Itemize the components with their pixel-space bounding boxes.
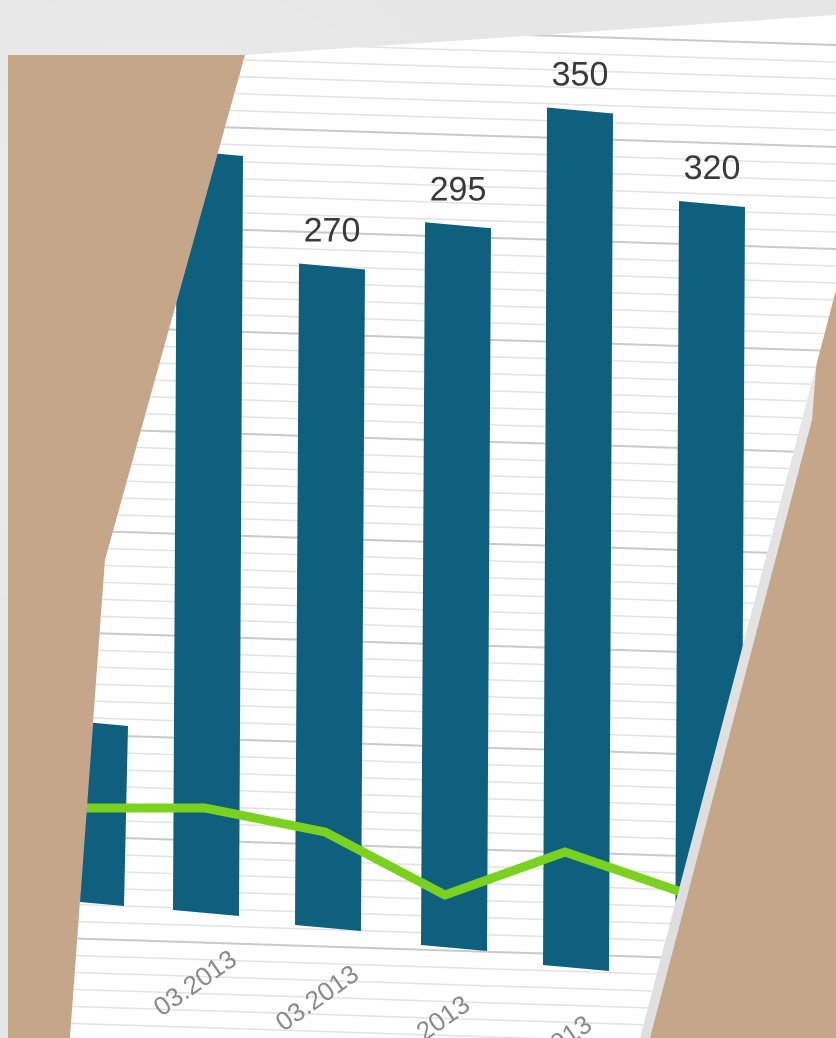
bar-data-label: 320: [684, 149, 741, 187]
grid-line: [70, 1022, 836, 1038]
bar-data-label: 270: [304, 212, 361, 250]
bar-data-label: 350: [552, 56, 609, 94]
bar: [543, 107, 613, 971]
bar-data-label: 295: [430, 170, 487, 208]
bar: [173, 150, 243, 916]
tan-panel-right: [650, 115, 836, 1038]
bar: [421, 222, 491, 951]
tan-panel-left: [8, 55, 260, 1038]
bar-data-labels: 5270295350320: [201, 56, 741, 250]
bar: [295, 263, 365, 931]
